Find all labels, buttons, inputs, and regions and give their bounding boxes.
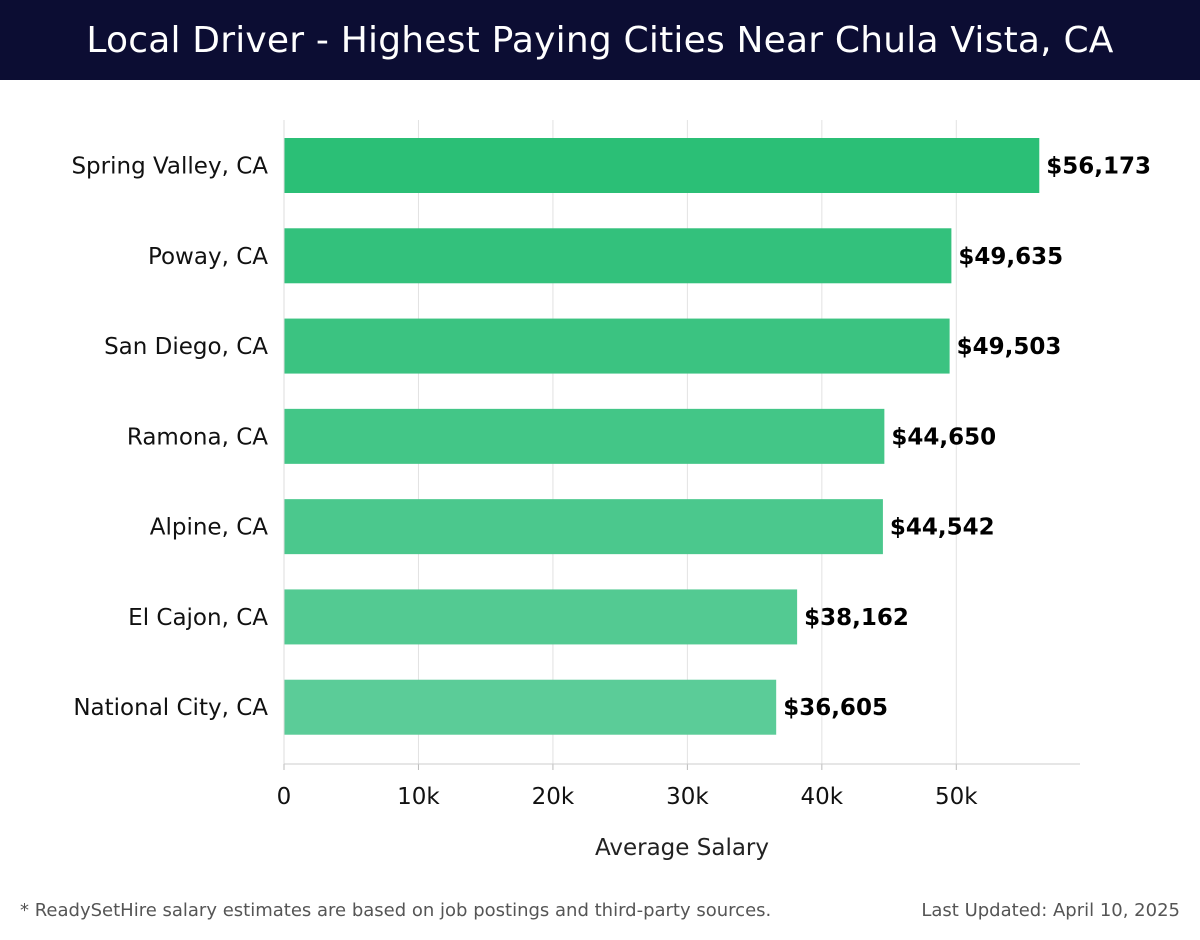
labels: 0 10k 20k 30k 40k 50k Spring Valley, CA $56,173… [71, 154, 1151, 811]
x-tick-label: 50k [935, 784, 978, 810]
category-label: Alpine, CA [150, 515, 269, 541]
bar-spring-valley-ca [284, 138, 1040, 193]
axes [283, 120, 1080, 770]
bar-poway-ca [284, 228, 952, 284]
bar-alpine-ca [284, 499, 883, 555]
x-tick-label: 30k [666, 784, 709, 810]
x-tick-label: 10k [397, 784, 440, 810]
value-label: $38,162 [804, 605, 909, 631]
chart-title: Local Driver - Highest Paying Cities Nea… [86, 19, 1114, 61]
category-label: San Diego, CA [104, 334, 268, 360]
category-label: El Cajon, CA [128, 605, 268, 631]
bar-chart: 0 10k 20k 30k 40k 50k Spring Valley, CA $56,173… [71, 120, 1151, 861]
bar-national-city-ca [284, 679, 777, 735]
bars [284, 138, 1040, 735]
bar-san-diego-ca [284, 318, 950, 374]
bar-ramona-ca [284, 408, 885, 464]
value-label: $49,635 [958, 244, 1063, 270]
x-tick-label: 20k [532, 784, 575, 810]
value-label: $56,173 [1046, 154, 1151, 180]
value-label: $36,605 [783, 695, 888, 721]
value-label: $49,503 [957, 334, 1062, 360]
footer-note: * ReadySetHire salary estimates are base… [20, 900, 772, 921]
x-axis-title: Average Salary [595, 835, 769, 861]
title-bar: Local Driver - Highest Paying Cities Nea… [0, 0, 1200, 80]
footer-updated: Last Updated: April 10, 2025 [921, 900, 1180, 921]
category-label: Spring Valley, CA [71, 154, 268, 180]
value-label: $44,542 [890, 515, 995, 541]
x-tick-label: 40k [801, 784, 844, 810]
category-label: Ramona, CA [127, 424, 268, 450]
bar-el-cajon-ca [284, 589, 798, 645]
category-label: Poway, CA [148, 244, 268, 270]
value-label: $44,650 [891, 424, 996, 450]
category-label: National City, CA [73, 695, 268, 721]
x-tick-label: 0 [277, 784, 292, 810]
